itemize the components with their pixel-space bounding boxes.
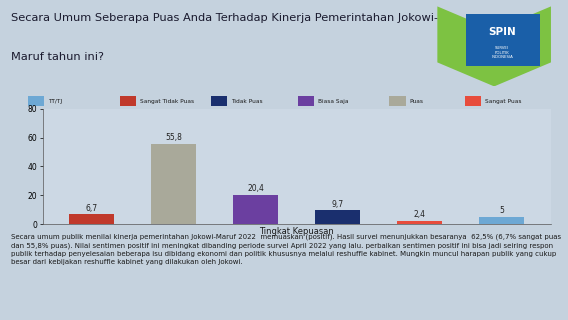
Bar bbox=[211, 96, 227, 106]
Bar bbox=[28, 96, 44, 106]
Text: 2,4: 2,4 bbox=[414, 210, 426, 219]
FancyBboxPatch shape bbox=[466, 14, 540, 67]
Text: SURVEI
POLITIK
INDONESIA: SURVEI POLITIK INDONESIA bbox=[491, 46, 513, 60]
Text: Secara Umum Seberapa Puas Anda Terhadap Kinerja Pemerintahan Jokowi-: Secara Umum Seberapa Puas Anda Terhadap … bbox=[11, 13, 438, 23]
Text: Puas: Puas bbox=[410, 99, 423, 104]
Bar bbox=[479, 217, 524, 224]
Text: SPIN: SPIN bbox=[488, 27, 516, 37]
Bar bbox=[69, 214, 114, 224]
Bar bbox=[151, 144, 197, 224]
Polygon shape bbox=[437, 6, 551, 86]
Bar bbox=[233, 195, 278, 224]
Bar bbox=[465, 96, 481, 106]
Text: 5: 5 bbox=[499, 206, 504, 215]
Text: Maruf tahun ini?: Maruf tahun ini? bbox=[11, 52, 105, 61]
Text: Tidak Puas: Tidak Puas bbox=[231, 99, 263, 104]
Bar bbox=[390, 96, 406, 106]
Bar bbox=[397, 220, 442, 224]
Bar bbox=[298, 96, 314, 106]
Text: 6,7: 6,7 bbox=[86, 204, 98, 213]
Text: Sangat Tidak Puas: Sangat Tidak Puas bbox=[140, 99, 194, 104]
Text: 55,8: 55,8 bbox=[165, 133, 182, 142]
Bar bbox=[315, 210, 360, 224]
Text: Biasa Saja: Biasa Saja bbox=[318, 99, 348, 104]
Text: Secara umum publik menilai kinerja pemerintahan Jokowi-Maruf 2022  memuaskan (po: Secara umum publik menilai kinerja pemer… bbox=[11, 234, 562, 265]
Text: Sangat Puas: Sangat Puas bbox=[485, 99, 521, 104]
Text: 20,4: 20,4 bbox=[247, 184, 264, 193]
Bar bbox=[119, 96, 136, 106]
Text: TT/TJ: TT/TJ bbox=[48, 99, 62, 104]
Text: 9,7: 9,7 bbox=[332, 200, 344, 209]
X-axis label: Tingkat Kepuasan: Tingkat Kepuasan bbox=[260, 227, 334, 236]
